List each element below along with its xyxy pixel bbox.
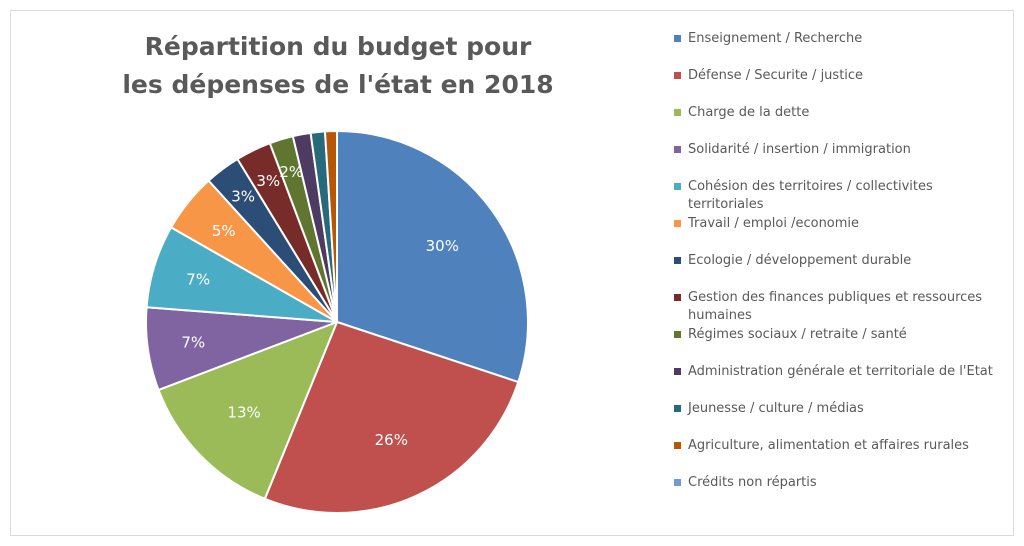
slice-data-label-2: 26% <box>375 431 408 449</box>
legend-swatch <box>674 183 681 190</box>
pie-slice-1 <box>336 130 529 384</box>
chart-title: Répartition du budget pour les dépenses … <box>104 28 572 104</box>
slice-data-label-3: 13% <box>227 404 260 422</box>
legend-label: Solidarité / insertion / immigration <box>688 142 911 157</box>
legend-swatch <box>674 479 681 486</box>
legend-swatch <box>674 257 681 264</box>
chart-title-line-1: Répartition du budget pour <box>144 32 532 61</box>
legend-swatch <box>674 294 681 301</box>
legend-item: Solidarité / insertion / immigration <box>674 141 994 159</box>
slice-data-label-4: 7% <box>181 334 205 352</box>
legend-item: Jeunesse / culture / médias <box>674 400 994 418</box>
legend-label: Administration générale et territoriale … <box>688 364 993 379</box>
legend-label: Travail / emploi /economie <box>688 216 860 231</box>
legend-swatch <box>674 368 681 375</box>
legend-swatch <box>674 405 681 412</box>
legend-label: Régimes sociaux / retraite / santé <box>688 327 907 342</box>
legend-swatch <box>674 220 681 227</box>
legend-swatch <box>674 109 681 116</box>
slice-data-label-7: 3% <box>231 188 255 206</box>
pie-slice-3 <box>157 321 338 500</box>
legend-item: Enseignement / Recherche <box>674 30 994 48</box>
legend-label: Agriculture, alimentation et affaires ru… <box>688 438 969 453</box>
legend-item: Gestion des finances publiques et ressou… <box>674 289 994 325</box>
pie-slice-2 <box>263 321 520 514</box>
slice-data-label-8: 3% <box>256 172 280 190</box>
legend-label: Ecologie / développement durable <box>688 253 912 268</box>
pie-slice-12 <box>323 130 338 323</box>
legend-item: Charge de la dette <box>674 104 994 122</box>
slice-data-label-5: 7% <box>186 270 210 288</box>
legend-swatch <box>674 331 681 338</box>
legend-label: Enseignement / Recherche <box>688 31 863 46</box>
legend-item: Administration générale et territoriale … <box>674 363 994 381</box>
legend-label: Cohésion des territoires / collectivites… <box>688 179 933 212</box>
legend-label: Gestion des finances publiques et ressou… <box>688 290 983 323</box>
legend-label: Charge de la dette <box>688 105 810 120</box>
legend-label: Défense / Securite / justice <box>688 68 864 83</box>
legend-label: Crédits non répartis <box>688 475 817 490</box>
slice-data-label-6: 5% <box>212 222 236 240</box>
legend-item: Agriculture, alimentation et affaires ru… <box>674 437 994 455</box>
legend-swatch <box>674 72 681 79</box>
legend-item: Travail / emploi /economie <box>674 215 994 233</box>
legend-swatch <box>674 35 681 42</box>
legend-item: Crédits non répartis <box>674 474 994 492</box>
slice-data-label-1: 30% <box>426 237 459 255</box>
legend-swatch <box>674 146 681 153</box>
legend-item: Régimes sociaux / retraite / santé <box>674 326 994 344</box>
legend-item: Cohésion des territoires / collectivites… <box>674 178 994 214</box>
legend-item: Ecologie / développement durable <box>674 252 994 270</box>
chart-title-line-2: les dépenses de l'état en 2018 <box>122 70 554 99</box>
legend-swatch <box>674 442 681 449</box>
legend-label: Jeunesse / culture / médias <box>688 401 864 416</box>
legend-item: Défense / Securite / justice <box>674 67 994 85</box>
slice-data-label-9: 2% <box>279 163 303 181</box>
